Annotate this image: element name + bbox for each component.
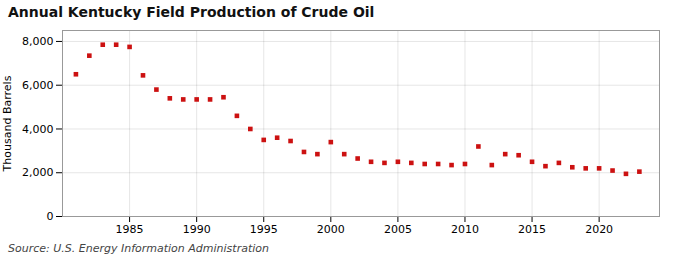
svg-text:2005: 2005	[384, 223, 412, 236]
svg-text:1990: 1990	[183, 223, 211, 236]
svg-text:2000: 2000	[317, 223, 345, 236]
svg-text:6,000: 6,000	[22, 79, 54, 92]
html-text:Source: U.S. Energy Informatio: Source: U.S. Energy Information Administ…	[8, 242, 269, 255]
svg-text:2020: 2020	[585, 223, 613, 236]
svg-text:1995: 1995	[250, 223, 278, 236]
svg-text:2015: 2015	[518, 223, 546, 236]
svg-text:2,000: 2,000	[22, 166, 54, 179]
html-text:Annual Kentucky Field Producti: Annual Kentucky Field Production of Crud…	[8, 4, 375, 20]
svg-text:0: 0	[47, 210, 54, 223]
svg-text:1985: 1985	[116, 223, 144, 236]
svg-text:2010: 2010	[451, 223, 479, 236]
svg-text:Thousand Barrels: Thousand Barrels	[1, 75, 14, 172]
svg-text:4,000: 4,000	[22, 122, 54, 135]
svg-text:8,000: 8,000	[22, 35, 54, 48]
